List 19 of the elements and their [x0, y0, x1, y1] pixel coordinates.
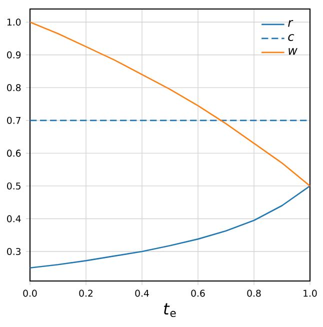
- x-tick-label: 1.0: [304, 290, 317, 297]
- y-tick-label: 0.4: [7, 215, 21, 222]
- x-axis-title: t$_{e}$: [164, 303, 176, 318]
- y-tick-label: 0.9: [7, 51, 21, 58]
- y-tick-label: 0.5: [7, 182, 20, 190]
- x-tick-label: 0.0: [23, 290, 37, 297]
- y-tick-label: 0.7: [7, 116, 20, 124]
- line-series: [30, 185, 310, 269]
- legend-label: r: [288, 20, 294, 27]
- x-tick-label: 0.6: [191, 290, 205, 297]
- legend-label: c: [288, 34, 294, 41]
- y-tick-label: 0.6: [7, 150, 21, 157]
- x-tick-label: 0.4: [135, 290, 149, 297]
- x-tick-label: 0.8: [247, 290, 261, 297]
- y-tick-label: 0.3: [7, 248, 21, 256]
- legend-label: w: [288, 48, 298, 55]
- x-tick-label: 0.2: [79, 290, 92, 297]
- y-tick-label: 1.0: [7, 18, 21, 26]
- y-tick-label: 0.8: [7, 84, 21, 92]
